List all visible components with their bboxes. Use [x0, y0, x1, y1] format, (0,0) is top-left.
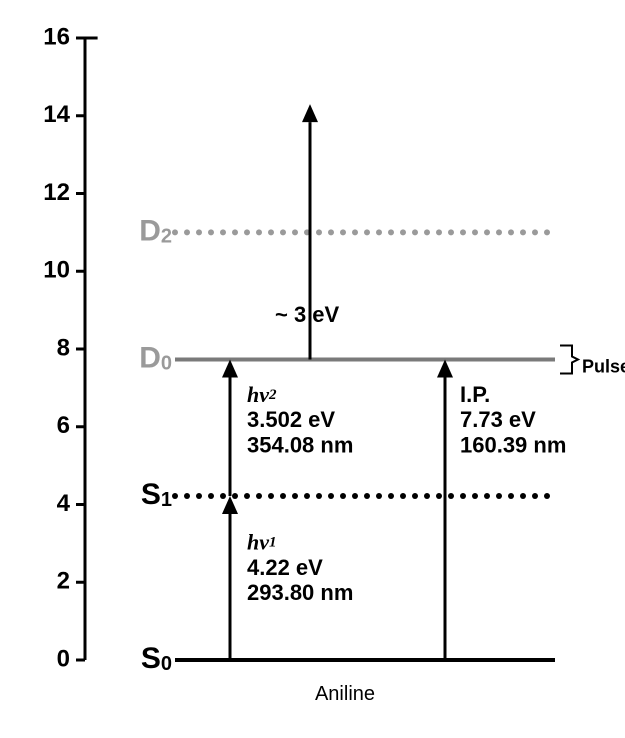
annotation-hv1_ev: 4.22 eV	[247, 555, 323, 580]
level-D0: D0	[139, 341, 555, 374]
annotation-ip_nm: 160.39 nm	[460, 432, 566, 457]
y-tick-label: 8	[57, 334, 70, 361]
y-tick-label: 14	[43, 101, 70, 128]
y-tick-label: 4	[57, 490, 71, 517]
annotation-ip_name: I.P.	[460, 382, 490, 407]
y-tick-label: 0	[57, 645, 70, 672]
annotation-e3_label: ~ 3 eV	[275, 302, 340, 327]
bracket-label: Pulsed electr	[582, 356, 625, 376]
annotation-hv2_nm: 354.08 nm	[247, 432, 353, 457]
annotation-hv2_ev: 3.502 eV	[247, 407, 335, 432]
y-tick-label: 2	[57, 568, 70, 595]
level-S0: S0	[141, 642, 555, 675]
arrow-hv2	[222, 359, 238, 495]
level-label-D2: D2	[139, 214, 172, 247]
level-label-S1: S1	[141, 478, 172, 511]
annotations: hv14.22 eV293.80 nm hv23.502 eV354.08 nm I…	[247, 302, 566, 605]
arrow-hv1	[222, 496, 238, 660]
annotation-hv1_nm: 293.80 nm	[247, 580, 353, 605]
level-S1: S1	[141, 478, 550, 511]
y-tick-label: 10	[43, 257, 70, 284]
annotation-hv1_name: hv1	[247, 530, 277, 555]
caption: Aniline	[315, 683, 375, 705]
annotation-hv2_name: hv2	[247, 382, 277, 407]
level-label-S0: S0	[141, 642, 172, 675]
y-tick-label: 16	[43, 23, 70, 50]
y-tick-label: 12	[43, 179, 70, 206]
d0-bracket: Pulsed electr	[560, 345, 625, 376]
y-axis: 0 2 4 6 8 10 12 14 16	[43, 23, 97, 672]
level-D2: D2	[139, 214, 550, 247]
annotation-ip_ev: 7.73 eV	[460, 407, 536, 432]
arrow-ip	[437, 359, 453, 660]
y-tick-label: 6	[57, 412, 70, 439]
level-label-D0: D0	[139, 341, 172, 374]
